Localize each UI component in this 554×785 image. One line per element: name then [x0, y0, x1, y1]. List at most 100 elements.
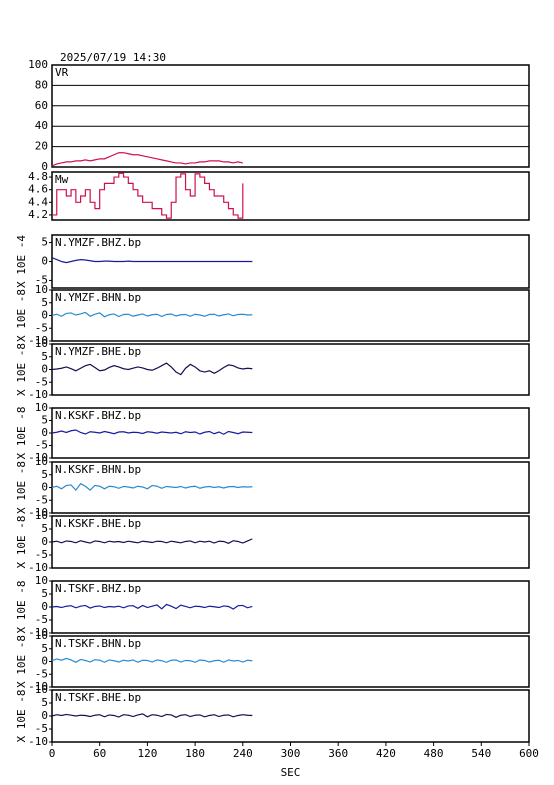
data-line — [51, 603, 253, 610]
y-tick-label: 0 — [41, 426, 48, 439]
y-tick-label: 0 — [41, 160, 48, 173]
y-tick-label: -10 — [28, 334, 48, 347]
y-tick-label: -10 — [28, 680, 48, 693]
data-line — [52, 172, 244, 219]
y-tick-label: 10 — [35, 337, 48, 350]
data-line — [51, 152, 243, 167]
y-tick-label: 10 — [35, 629, 48, 642]
data-line — [51, 713, 253, 718]
y-tick-label: 4.8 — [28, 170, 48, 183]
y-tick-label: -5 — [35, 273, 48, 286]
y-tick-label: 0 — [41, 535, 48, 548]
y-tick-label: -5 — [35, 548, 48, 561]
x-tick-label: 120 — [137, 747, 157, 760]
y-tick-label: 5 — [41, 350, 48, 363]
y-axis-label: X 10E -8 — [15, 581, 28, 634]
panel — [51, 635, 530, 688]
x-axis-label: SEC — [281, 766, 301, 779]
y-tick-label: 5 — [41, 236, 48, 249]
y-tick-label: -10 — [28, 451, 48, 464]
y-axis-label: X 10E -8 — [15, 690, 28, 743]
y-tick-label: 10 — [35, 401, 48, 414]
x-tick-label: 0 — [49, 747, 56, 760]
data-line — [51, 657, 253, 663]
y-tick-label: -5 — [35, 375, 48, 388]
panel-label: N.KSKF.BHZ.bp — [55, 409, 141, 422]
y-tick-label: 10 — [35, 574, 48, 587]
y-tick-label: 100 — [28, 58, 48, 71]
data-line — [51, 362, 253, 376]
panel-label: N.YMZF.BHN.bp — [55, 291, 141, 304]
x-tick-label: 420 — [376, 747, 396, 760]
y-axis-label: X 10E -8 — [15, 461, 28, 514]
panel-label: Mw — [55, 173, 69, 186]
y-tick-label: 0 — [41, 309, 48, 322]
x-tick-label: 300 — [281, 747, 301, 760]
panel-label: N.YMZF.BHZ.bp — [55, 236, 141, 249]
panel-label: N.KSKF.BHN.bp — [55, 463, 141, 476]
y-tick-label: -5 — [35, 722, 48, 735]
y-tick-label: 0 — [41, 481, 48, 494]
x-tick-label: 480 — [424, 747, 444, 760]
y-tick-label: -5 — [35, 493, 48, 506]
y-tick-label: 10 — [35, 455, 48, 468]
x-tick-label: 540 — [471, 747, 491, 760]
x-tick-label: 600 — [519, 747, 539, 760]
panel — [51, 171, 530, 221]
y-tick-label: -10 — [28, 506, 48, 519]
y-tick-label: 60 — [35, 99, 48, 112]
y-axis-label: X 10E -8 — [15, 635, 28, 688]
panel-label: VR — [55, 66, 69, 79]
y-axis-label: X 10E -8 — [15, 289, 28, 342]
y-tick-label: 5 — [41, 587, 48, 600]
y-axis-label: X 10E -4 — [15, 235, 28, 288]
y-tick-label: -5 — [35, 321, 48, 334]
data-line — [51, 311, 253, 318]
y-tick-label: 4.6 — [28, 183, 48, 196]
y-tick-label: 5 — [41, 468, 48, 481]
y-tick-label: 4.2 — [28, 208, 48, 221]
data-line — [51, 429, 253, 435]
chart-title: 2025/07/19 14:30 — [60, 51, 166, 64]
panel-label: N.YMZF.BHE.bp — [55, 345, 141, 358]
y-axis-label: X 10E -8 — [15, 343, 28, 396]
y-tick-label: -5 — [35, 439, 48, 452]
y-tick-label: 5 — [41, 696, 48, 709]
panel — [51, 580, 530, 634]
y-tick-label: -10 — [28, 735, 48, 748]
panel-label: N.TSKF.BHE.bp — [55, 691, 141, 704]
panel — [51, 343, 530, 396]
data-line — [51, 482, 253, 491]
panel-label: N.TSKF.BHZ.bp — [55, 582, 141, 595]
y-tick-label: 0 — [41, 709, 48, 722]
y-tick-label: 10 — [35, 283, 48, 296]
y-tick-label: 10 — [35, 509, 48, 522]
y-tick-label: 5 — [41, 522, 48, 535]
y-tick-label: 5 — [41, 296, 48, 309]
y-tick-label: -5 — [35, 667, 48, 680]
y-axis-label: X 10E -8 — [15, 407, 28, 460]
x-tick-label: 240 — [233, 747, 253, 760]
x-tick-label: 60 — [93, 747, 106, 760]
y-tick-label: 5 — [41, 642, 48, 655]
y-tick-label: 5 — [41, 414, 48, 427]
y-tick-label: -5 — [35, 613, 48, 626]
panel — [51, 64, 530, 168]
y-tick-label: 20 — [35, 140, 48, 153]
panel-label: N.KSKF.BHE.bp — [55, 517, 141, 530]
data-line — [51, 257, 253, 264]
panel-label: N.TSKF.BHN.bp — [55, 637, 141, 650]
y-tick-label: -10 — [28, 388, 48, 401]
y-tick-label: -10 — [28, 626, 48, 639]
y-tick-label: 0 — [41, 655, 48, 668]
y-tick-label: 0 — [41, 255, 48, 268]
y-tick-label: 40 — [35, 119, 48, 132]
y-tick-label: 4.4 — [28, 195, 48, 208]
y-tick-label: -10 — [28, 561, 48, 574]
x-tick-label: 360 — [328, 747, 348, 760]
y-tick-label: 0 — [41, 600, 48, 613]
y-tick-label: 10 — [35, 683, 48, 696]
x-tick-label: 180 — [185, 747, 205, 760]
y-tick-label: 80 — [35, 78, 48, 91]
